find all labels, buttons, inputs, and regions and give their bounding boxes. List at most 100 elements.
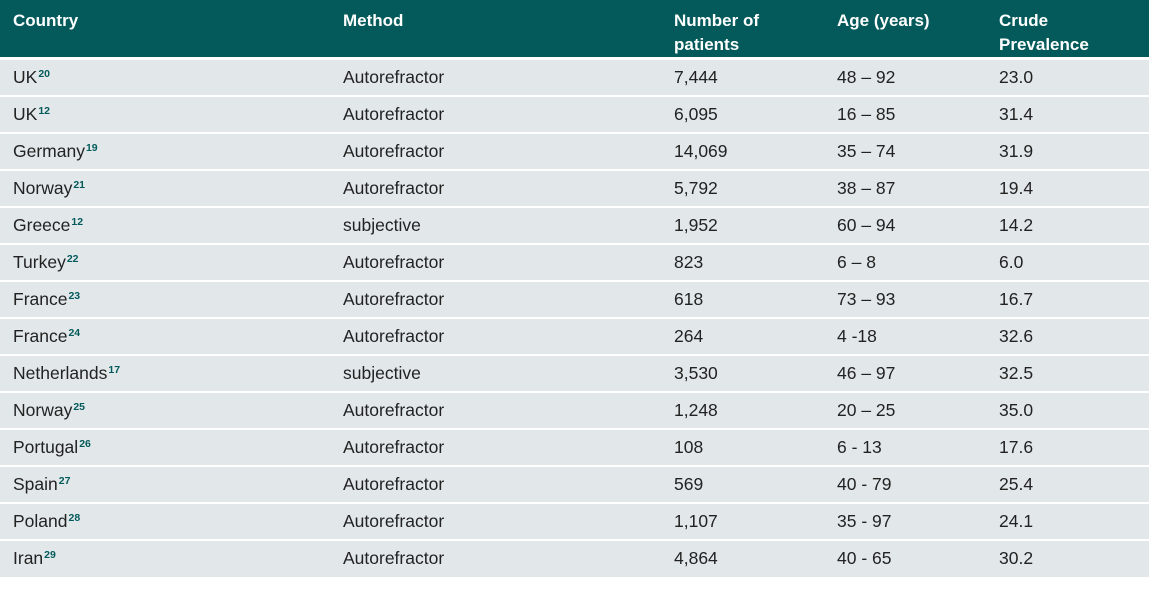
cell-patients: 14,069 [662, 134, 825, 171]
table-header: Country Method Number of patients Age (y… [0, 0, 1149, 60]
table-row: Norway21 Autorefractor 5,792 38 – 87 19.4 [0, 171, 1149, 208]
cell-age: 48 – 92 [825, 60, 987, 97]
cell-country: Norway25 [0, 393, 331, 430]
cell-method: Autorefractor [331, 60, 662, 97]
reference-number: 29 [44, 549, 56, 562]
cell-age: 35 - 97 [825, 504, 987, 541]
header-row: Country Method Number of patients Age (y… [0, 0, 1149, 60]
cell-patients: 108 [662, 430, 825, 467]
cell-method: Autorefractor [331, 282, 662, 319]
cell-method: subjective [331, 208, 662, 245]
reference-number: 12 [38, 105, 50, 117]
table-row: Germany19 Autorefractor 14,069 35 – 74 31.9 [0, 134, 1149, 171]
cell-prevalence: 35.0 [987, 393, 1149, 430]
reference-number: 20 [38, 68, 50, 80]
cell-prevalence: 6.0 [987, 245, 1149, 282]
country-name: Poland [13, 511, 68, 531]
table-row: France24 Autorefractor 264 4 -18 32.6 [0, 319, 1149, 356]
country-name: Turkey [13, 252, 66, 272]
table-row: Netherlands17 subjective 3,530 46 – 97 32.5 [0, 356, 1149, 393]
table-row: Iran29 Autorefractor 4,864 40 - 65 30.2 [0, 541, 1149, 577]
cell-country: Spain27 [0, 467, 331, 504]
cell-method: Autorefractor [331, 319, 662, 356]
cell-country: Poland28 [0, 504, 331, 541]
cell-prevalence: 24.1 [987, 504, 1149, 541]
cell-method: Autorefractor [331, 97, 662, 134]
header-country: Country [0, 0, 331, 60]
cell-age: 60 – 94 [825, 208, 987, 245]
cell-patients: 1,952 [662, 208, 825, 245]
cell-age: 38 – 87 [825, 171, 987, 208]
reference-number: 27 [58, 475, 71, 487]
cell-patients: 3,530 [662, 356, 825, 393]
cell-country: Greece12 [0, 208, 331, 245]
reference-number: 24 [68, 327, 81, 339]
header-method: Method [331, 0, 662, 60]
cell-patients: 1,248 [662, 393, 825, 430]
country-name: UK [13, 67, 38, 87]
table-row: France23 Autorefractor 618 73 – 93 16.7 [0, 282, 1149, 319]
cell-age: 6 - 13 [825, 430, 987, 467]
cell-prevalence: 32.6 [987, 319, 1149, 356]
cell-prevalence: 31.9 [987, 134, 1149, 171]
reference-number: 22 [66, 253, 79, 265]
cell-country: Iran29 [0, 541, 331, 577]
cell-prevalence: 19.4 [987, 171, 1149, 208]
cell-country: France24 [0, 319, 331, 356]
cell-patients: 618 [662, 282, 825, 319]
cell-method: Autorefractor [331, 541, 662, 577]
cell-method: Autorefractor [331, 134, 662, 171]
cell-patients: 823 [662, 245, 825, 282]
table-row: Turkey22 Autorefractor 823 6 – 8 6.0 [0, 245, 1149, 282]
cell-prevalence: 31.4 [987, 97, 1149, 134]
reference-number: 23 [68, 290, 81, 302]
cell-prevalence: 17.6 [987, 430, 1149, 467]
cell-country: Portugal26 [0, 430, 331, 467]
table-row: Greece12 subjective 1,952 60 – 94 14.2 [0, 208, 1149, 245]
cell-age: 40 - 79 [825, 467, 987, 504]
country-name: Norway [13, 178, 73, 198]
cell-age: 4 -18 [825, 319, 987, 356]
country-name: Greece [13, 215, 71, 235]
table-row: UK12 Autorefractor 6,095 16 – 85 31.4 [0, 97, 1149, 134]
cell-method: subjective [331, 356, 662, 393]
country-name: France [13, 289, 68, 309]
reference-number: 19 [85, 142, 98, 154]
cell-age: 73 – 93 [825, 282, 987, 319]
cell-method: Autorefractor [331, 430, 662, 467]
table-row: UK20 Autorefractor 7,444 48 – 92 23.0 [0, 60, 1149, 97]
cell-method: Autorefractor [331, 504, 662, 541]
cell-country: UK20 [0, 60, 331, 97]
table-row: Poland28 Autorefractor 1,107 35 - 97 24.1 [0, 504, 1149, 541]
cell-age: 20 – 25 [825, 393, 987, 430]
cell-prevalence: 14.2 [987, 208, 1149, 245]
cell-patients: 6,095 [662, 97, 825, 134]
country-name: France [13, 326, 68, 346]
country-name: Iran [13, 548, 44, 569]
cell-patients: 7,444 [662, 60, 825, 97]
cell-country: Norway21 [0, 171, 331, 208]
cell-method: Autorefractor [331, 245, 662, 282]
cell-country: France23 [0, 282, 331, 319]
cell-patients: 1,107 [662, 504, 825, 541]
country-name: Portugal [13, 437, 79, 457]
reference-number: 26 [79, 438, 91, 450]
table-row: Norway25 Autorefractor 1,248 20 – 25 35.0 [0, 393, 1149, 430]
prevalence-table: Country Method Number of patients Age (y… [0, 0, 1149, 577]
country-name: Germany [13, 141, 85, 161]
reference-number: 12 [71, 216, 84, 228]
reference-number: 17 [108, 364, 121, 376]
cell-patients: 569 [662, 467, 825, 504]
reference-number: 25 [73, 401, 86, 413]
cell-age: 6 – 8 [825, 245, 987, 282]
cell-patients: 264 [662, 319, 825, 356]
cell-age: 46 – 97 [825, 356, 987, 393]
cell-method: Autorefractor [331, 171, 662, 208]
country-name: Spain [13, 474, 58, 494]
country-name: Netherlands [13, 363, 108, 383]
cell-age: 35 – 74 [825, 134, 987, 171]
cell-prevalence: 23.0 [987, 60, 1149, 97]
table-row: Spain27 Autorefractor 569 40 - 79 25.4 [0, 467, 1149, 504]
header-prevalence: Crude Prevalence [987, 0, 1149, 60]
